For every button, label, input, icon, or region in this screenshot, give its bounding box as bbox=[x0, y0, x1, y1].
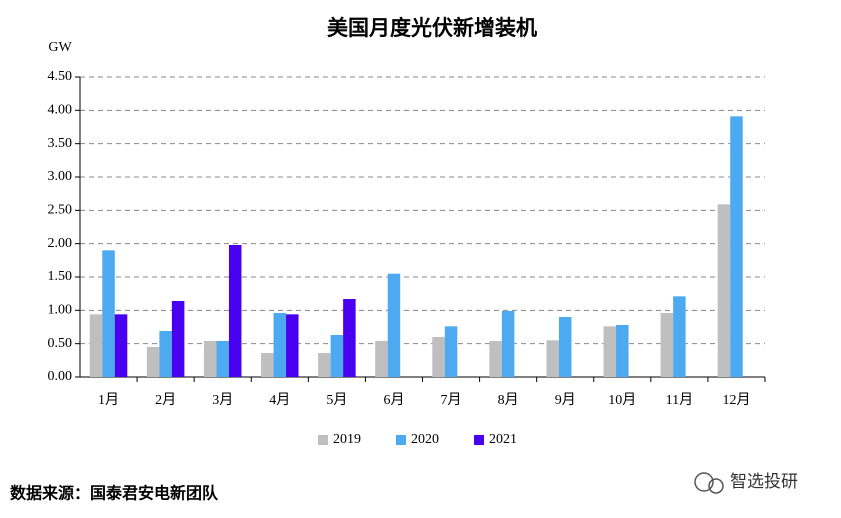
bar bbox=[558, 317, 572, 377]
bar bbox=[730, 116, 743, 377]
y-tick-label: 4.50 bbox=[48, 69, 73, 84]
x-tick-label: 9月 bbox=[555, 392, 576, 408]
legend-swatch bbox=[474, 435, 484, 445]
bar bbox=[318, 353, 331, 377]
x-tick-label: 8月 bbox=[498, 392, 519, 408]
x-tick-label: 4月 bbox=[269, 392, 290, 408]
bar bbox=[102, 250, 115, 377]
bar bbox=[228, 245, 242, 377]
bar bbox=[660, 313, 674, 377]
x-tick-label: 12月 bbox=[722, 392, 750, 408]
bar bbox=[146, 347, 160, 377]
watermark: 智选投研 bbox=[730, 472, 798, 492]
bar bbox=[546, 340, 559, 377]
legend-label: 2021 bbox=[489, 432, 517, 447]
legend-swatch bbox=[318, 435, 328, 445]
icon bbox=[694, 472, 714, 492]
y-tick-label: 0.00 bbox=[48, 369, 73, 384]
x-tick-label: 11月 bbox=[666, 392, 693, 408]
y-tick-label: 3.50 bbox=[48, 136, 73, 151]
bar bbox=[286, 314, 299, 377]
bar bbox=[114, 314, 128, 377]
x-tick-label: 1月 bbox=[98, 392, 119, 408]
bar bbox=[444, 326, 458, 377]
chart-title: 美国月度光伏新增装机 bbox=[327, 16, 537, 40]
x-tick-label: 2月 bbox=[155, 392, 176, 408]
bar bbox=[375, 341, 388, 377]
bar bbox=[171, 301, 185, 377]
bar bbox=[216, 341, 229, 377]
y-tick-label: 4.00 bbox=[48, 103, 73, 118]
x-tick-label: 3月 bbox=[212, 392, 233, 408]
y-tick-label: 3.00 bbox=[48, 169, 73, 184]
x-tick-label: 6月 bbox=[383, 392, 404, 408]
legend-label: 2019 bbox=[333, 432, 361, 447]
bar bbox=[89, 314, 103, 377]
bar bbox=[330, 335, 344, 377]
bar bbox=[489, 341, 502, 377]
bar bbox=[673, 296, 686, 377]
bar bbox=[261, 353, 274, 377]
bar bbox=[343, 299, 356, 377]
y-tick-label: 1.00 bbox=[48, 303, 73, 318]
icon bbox=[708, 478, 724, 494]
bar bbox=[387, 273, 401, 377]
bar bbox=[203, 341, 217, 377]
y-tick-label: 2.50 bbox=[48, 203, 73, 218]
watermark-icon bbox=[694, 472, 724, 494]
bar bbox=[717, 204, 731, 377]
bar bbox=[159, 331, 172, 377]
x-tick-label: 10月 bbox=[608, 392, 636, 408]
bar bbox=[616, 325, 629, 377]
y-unit: GW bbox=[48, 40, 72, 55]
y-tick-label: 2.00 bbox=[48, 236, 73, 251]
bar bbox=[603, 326, 617, 377]
y-tick-label: 1.50 bbox=[48, 269, 73, 284]
y-tick-label: 0.50 bbox=[48, 336, 73, 351]
bar bbox=[432, 337, 445, 377]
x-tick-label: 5月 bbox=[326, 392, 347, 408]
source: 数据来源：国泰君安电新团队 bbox=[10, 484, 219, 503]
x-tick-label: 7月 bbox=[441, 392, 462, 408]
legend-swatch bbox=[396, 435, 406, 445]
bar bbox=[273, 313, 287, 377]
legend-label: 2020 bbox=[411, 432, 439, 447]
bar bbox=[501, 311, 515, 377]
